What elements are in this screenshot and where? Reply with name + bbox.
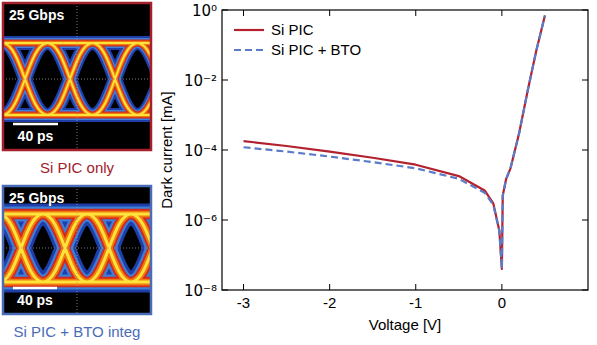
plot-lines [244, 15, 545, 269]
x-tick [243, 284, 244, 290]
y-tick-label: 10⁻⁸ [184, 282, 217, 300]
legend-label: Si PIC [271, 21, 314, 38]
eye-guide [77, 186, 78, 314]
eye-caption: Si PIC only [40, 159, 115, 176]
legend-swatch [234, 49, 264, 51]
series-line [244, 15, 545, 269]
eye-trace [3, 214, 151, 282]
eye-trace [3, 214, 151, 282]
y-axis-title: Dark current [mA] [158, 91, 175, 209]
y-tick [582, 80, 588, 81]
x-tick [329, 10, 330, 16]
eye-trace [3, 214, 151, 282]
x-tick-label: -1 [409, 294, 422, 311]
scale-bar [13, 287, 57, 290]
eye-guide [3, 248, 151, 249]
eye-trace [3, 214, 151, 282]
x-tick-label: -2 [323, 294, 336, 311]
y-tick [582, 150, 588, 151]
scale-bar-label: 40 ps [17, 292, 53, 308]
bit-rate-label: 25 Gbps [9, 7, 64, 23]
legend: Si PIC Si PIC + BTO [234, 21, 361, 58]
x-tick [415, 10, 416, 16]
x-tick-label: -3 [237, 294, 250, 311]
bit-rate-label: 25 Gbps [9, 190, 64, 206]
y-tick-label: 10⁻² [184, 72, 217, 90]
scale-bar [13, 123, 58, 126]
x-tick-label: 0 [498, 294, 506, 311]
y-tick-label: 10⁻⁶ [184, 212, 217, 230]
y-tick-label: 10⁰ [192, 2, 217, 20]
eye-frame [3, 186, 151, 314]
plot-frame [222, 10, 588, 290]
x-tick [501, 284, 502, 290]
legend-label: Si PIC + BTO [271, 41, 361, 58]
y-tick [222, 150, 228, 151]
eye-traces [3, 214, 151, 282]
legend-swatch [234, 29, 264, 31]
scale-bar-label: 40 ps [18, 128, 54, 144]
x-tick [243, 10, 244, 16]
eye-frame [3, 3, 151, 150]
figure: 25 Gbps 40 ps Si PIC only 25 Gbps 40 ps Si PI… [0, 0, 597, 345]
eye-diagram: 25 Gbps 40 ps Si PIC only [0, 3, 273, 176]
series-line [244, 15, 545, 269]
y-tick [582, 220, 588, 221]
x-axis-title: Voltage [V] [369, 316, 442, 333]
eye-diagram: 25 Gbps 40 ps Si PIC + BTO integ [0, 186, 263, 340]
eye-guide [77, 3, 78, 150]
x-tick [501, 10, 502, 16]
y-tick [222, 80, 228, 81]
eye-caption: Si PIC + BTO integ [14, 323, 141, 340]
x-tick [415, 284, 416, 290]
eye-trace [3, 214, 151, 282]
x-tick [329, 284, 330, 290]
dark-current-chart: -3 -2 -1 0 10⁻⁸ 10⁻⁶ 10⁻⁴ 10⁻² 10⁰ Voltage [V] Dar… [158, 2, 588, 333]
y-tick [222, 220, 228, 221]
y-tick-label: 10⁻⁴ [184, 142, 217, 160]
